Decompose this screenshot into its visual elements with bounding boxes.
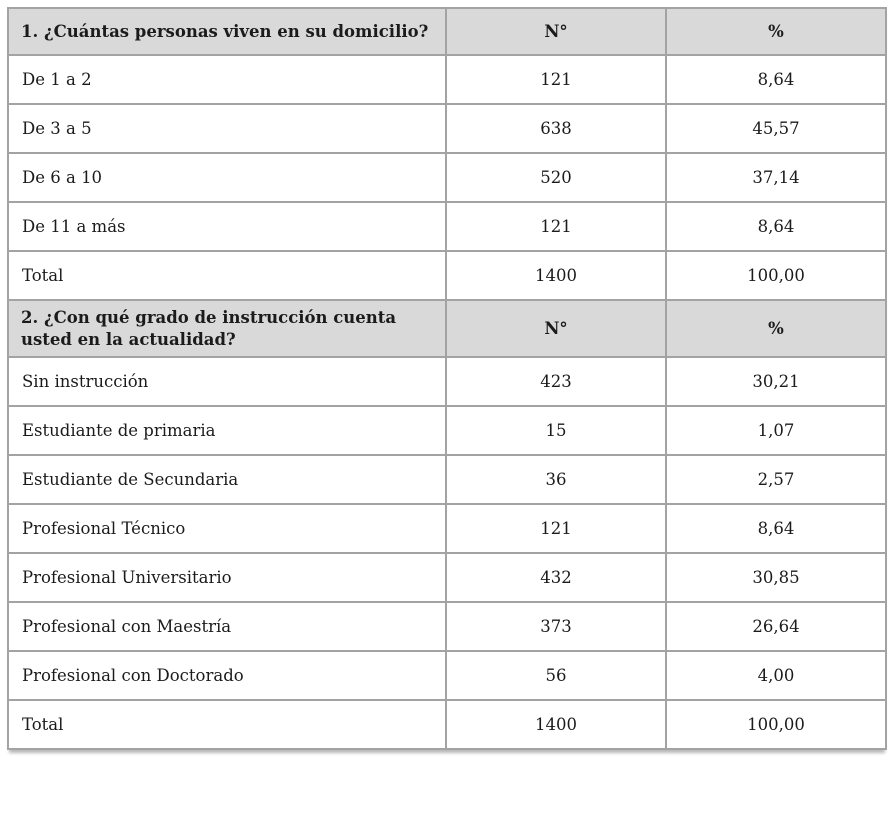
row-pct-value: 30,85 bbox=[665, 552, 887, 603]
row-label: Profesional Técnico bbox=[7, 503, 447, 554]
row-pct-value: 45,57 bbox=[665, 103, 887, 154]
section-2-col-header-pct: % bbox=[665, 299, 887, 358]
row-label: De 1 a 2 bbox=[7, 54, 447, 105]
table-row: Sin instrucción 423 30,21 bbox=[7, 356, 887, 407]
row-n-value: 15 bbox=[445, 405, 667, 456]
section-1-col-header-pct: % bbox=[665, 7, 887, 56]
table-row: De 11 a más 121 8,64 bbox=[7, 201, 887, 252]
row-n-value: 56 bbox=[445, 650, 667, 701]
row-label: Sin instrucción bbox=[7, 356, 447, 407]
row-n-value: 121 bbox=[445, 201, 667, 252]
row-n-value: 423 bbox=[445, 356, 667, 407]
row-label: Profesional con Maestría bbox=[7, 601, 447, 652]
row-label: Profesional Universitario bbox=[7, 552, 447, 603]
row-pct-value: 1,07 bbox=[665, 405, 887, 456]
row-n-value: 638 bbox=[445, 103, 667, 154]
row-pct-value: 8,64 bbox=[665, 54, 887, 105]
section-1-header-row: 1. ¿Cuántas personas viven en su domicil… bbox=[7, 7, 887, 56]
row-n-value: 1400 bbox=[445, 699, 667, 750]
section-2-col-header-n: N° bbox=[445, 299, 667, 358]
row-pct-value: 26,64 bbox=[665, 601, 887, 652]
row-pct-value: 8,64 bbox=[665, 201, 887, 252]
row-label: Total bbox=[7, 699, 447, 750]
table-row: Profesional con Maestría 373 26,64 bbox=[7, 601, 887, 652]
row-n-value: 121 bbox=[445, 503, 667, 554]
table-row: Profesional Técnico 121 8,64 bbox=[7, 503, 887, 554]
row-label: Total bbox=[7, 250, 447, 301]
row-n-value: 520 bbox=[445, 152, 667, 203]
row-n-value: 121 bbox=[445, 54, 667, 105]
row-n-value: 1400 bbox=[445, 250, 667, 301]
section-1-col-header-n: N° bbox=[445, 7, 667, 56]
table-row: De 6 a 10 520 37,14 bbox=[7, 152, 887, 203]
row-pct-value: 30,21 bbox=[665, 356, 887, 407]
row-pct-value: 37,14 bbox=[665, 152, 887, 203]
table-row: De 3 a 5 638 45,57 bbox=[7, 103, 887, 154]
row-label: Profesional con Doctorado bbox=[7, 650, 447, 701]
table-row: Profesional con Doctorado 56 4,00 bbox=[7, 650, 887, 701]
table-row: De 1 a 2 121 8,64 bbox=[7, 54, 887, 105]
section-1-question: 1. ¿Cuántas personas viven en su domicil… bbox=[7, 7, 447, 56]
table-row: Estudiante de Secundaria 36 2,57 bbox=[7, 454, 887, 505]
row-pct-value: 2,57 bbox=[665, 454, 887, 505]
total-row: Total 1400 100,00 bbox=[7, 699, 887, 750]
row-pct-value: 100,00 bbox=[665, 250, 887, 301]
row-pct-value: 8,64 bbox=[665, 503, 887, 554]
row-n-value: 373 bbox=[445, 601, 667, 652]
row-n-value: 36 bbox=[445, 454, 667, 505]
row-label: De 6 a 10 bbox=[7, 152, 447, 203]
total-row: Total 1400 100,00 bbox=[7, 250, 887, 301]
row-label: De 11 a más bbox=[7, 201, 447, 252]
section-2-header-row: 2. ¿Con qué grado de instrucción cuenta … bbox=[7, 299, 887, 358]
row-n-value: 432 bbox=[445, 552, 667, 603]
row-pct-value: 100,00 bbox=[665, 699, 887, 750]
row-label: Estudiante de primaria bbox=[7, 405, 447, 456]
row-label: Estudiante de Secundaria bbox=[7, 454, 447, 505]
section-2-question: 2. ¿Con qué grado de instrucción cuenta … bbox=[7, 299, 447, 358]
table-row: Estudiante de primaria 15 1,07 bbox=[7, 405, 887, 456]
row-label: De 3 a 5 bbox=[7, 103, 447, 154]
table-row: Profesional Universitario 432 30,85 bbox=[7, 552, 887, 603]
survey-results-table: 1. ¿Cuántas personas viven en su domicil… bbox=[7, 7, 887, 750]
row-pct-value: 4,00 bbox=[665, 650, 887, 701]
